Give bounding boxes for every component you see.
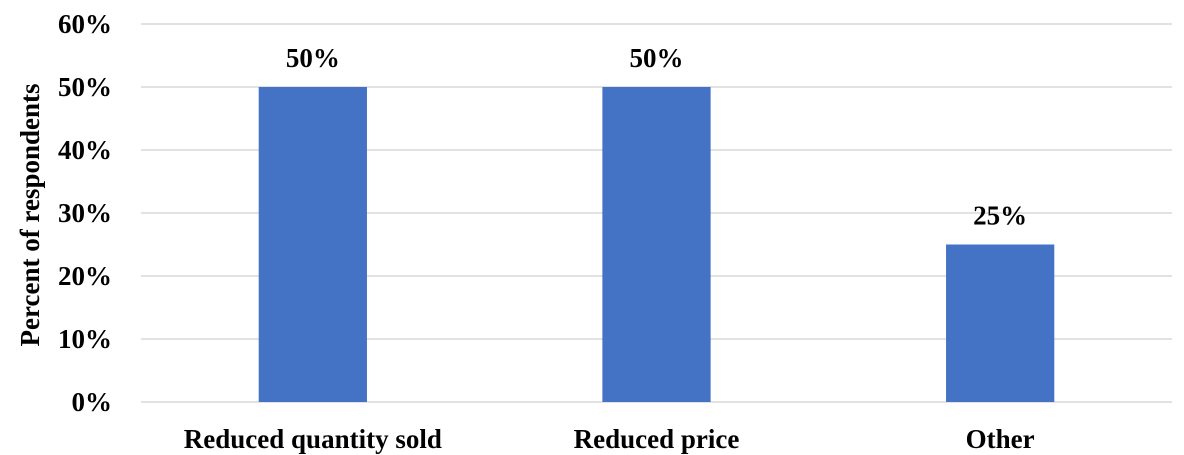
bar-value-label: 50%: [286, 43, 340, 73]
bar-value-label: 25%: [973, 201, 1027, 231]
y-axis-title: Percent of respondents: [15, 84, 45, 347]
bar-value-label: 50%: [630, 43, 684, 73]
y-tick-label: 30%: [58, 198, 112, 228]
x-category-label: Other: [966, 424, 1035, 454]
bar: [602, 87, 711, 402]
y-axis-ticks: 0% 10% 20% 30% 40% 50% 60%: [58, 9, 112, 417]
bar: [946, 244, 1055, 402]
y-tick-label: 10%: [58, 324, 112, 354]
x-category-label: Reduced quantity sold: [184, 424, 442, 454]
y-tick-label: 40%: [58, 135, 112, 165]
x-axis-labels: Reduced quantity sold Reduced price Other: [184, 424, 1035, 454]
y-tick-label: 0%: [72, 387, 113, 417]
y-tick-label: 60%: [58, 9, 112, 39]
x-category-label: Reduced price: [574, 424, 740, 454]
bars: [258, 87, 1055, 402]
y-tick-label: 50%: [58, 72, 112, 102]
bar: [258, 87, 367, 402]
data-labels: 50% 50% 25%: [286, 43, 1027, 231]
y-tick-label: 20%: [58, 261, 112, 291]
